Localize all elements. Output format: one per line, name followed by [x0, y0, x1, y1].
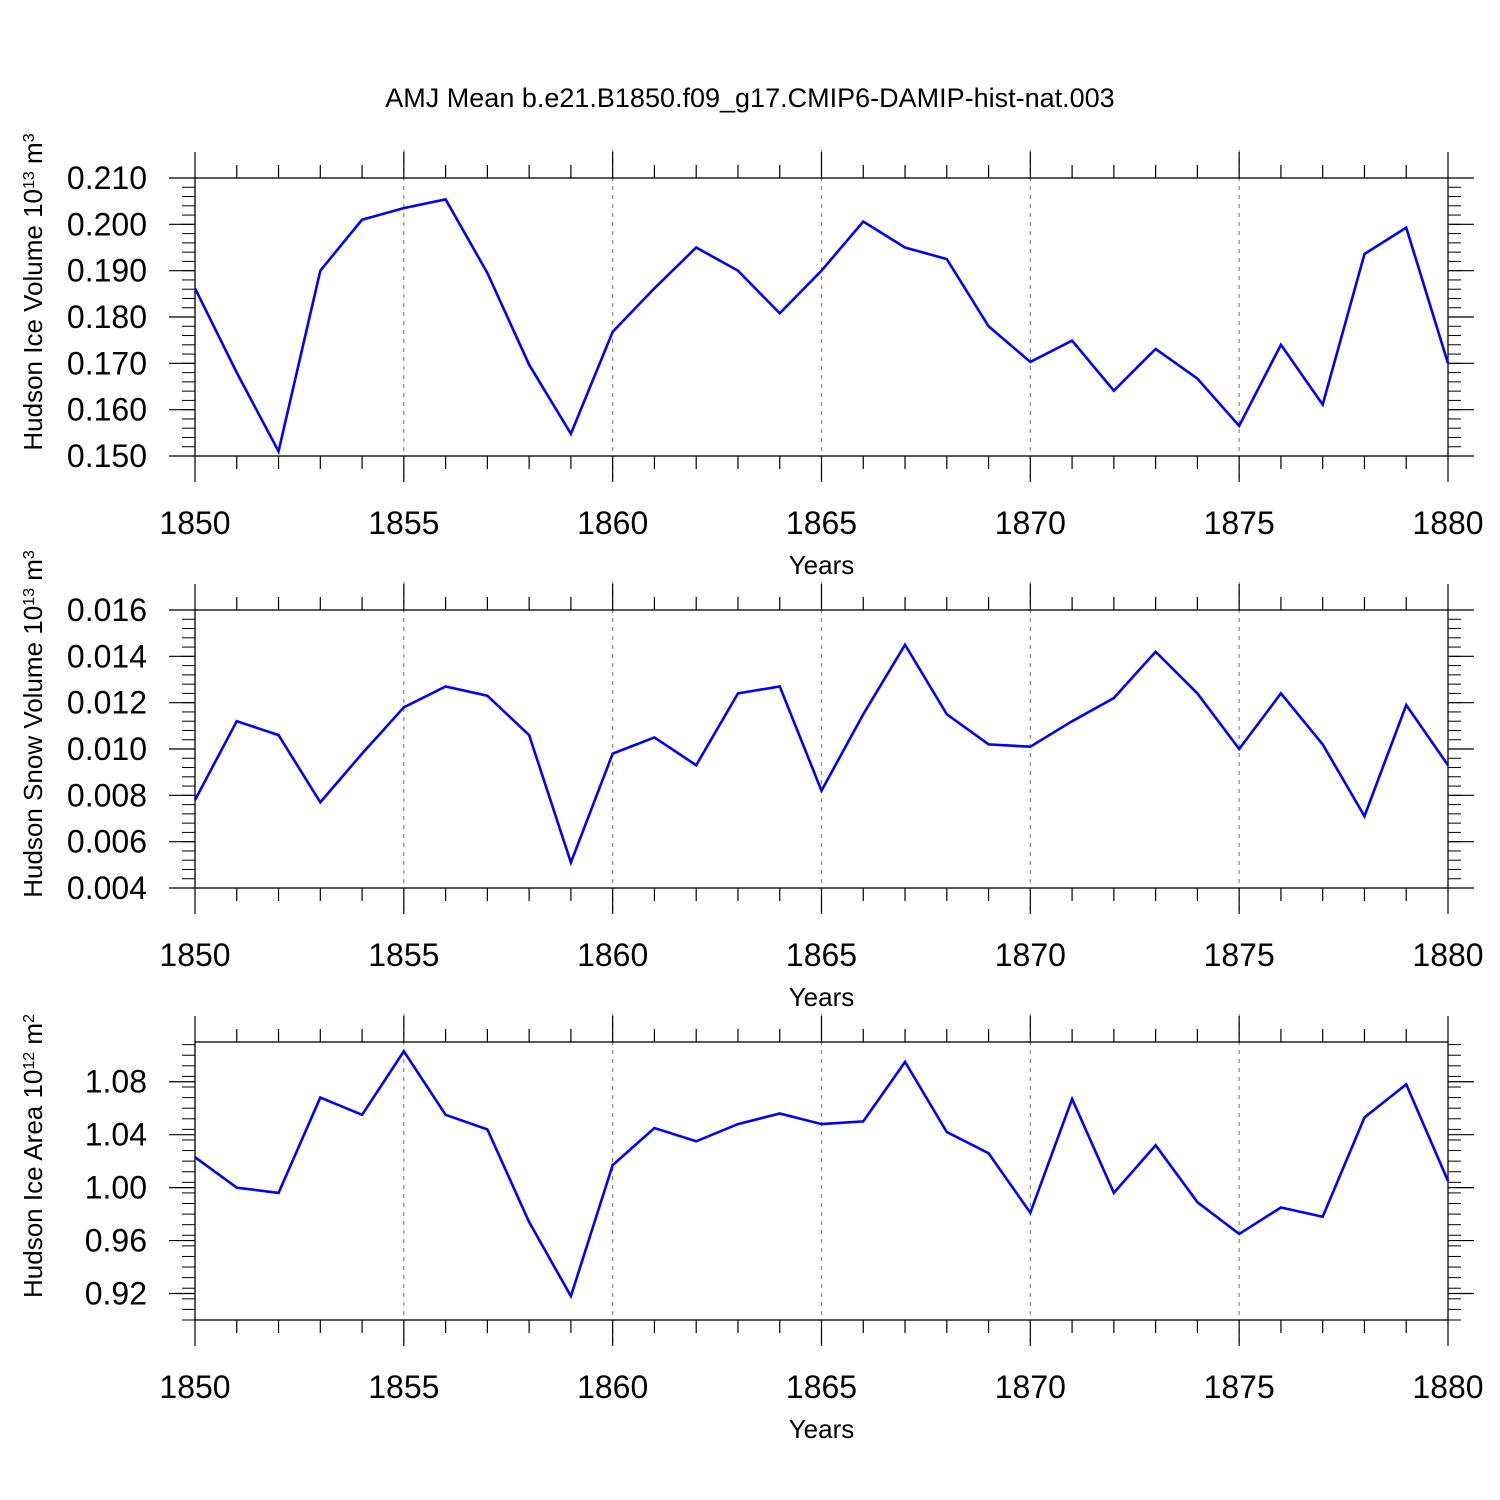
y-tick-label: 0.014 — [67, 638, 147, 674]
x-tick-label: 1855 — [368, 1369, 439, 1405]
x-tick-label: 1850 — [159, 937, 230, 973]
x-tick-label: 1880 — [1412, 1369, 1483, 1405]
x-tick-label: 1875 — [1204, 505, 1275, 541]
y-tick-label: 0.006 — [67, 824, 147, 860]
y-axis-title-exponent: 13 — [21, 588, 38, 606]
y-tick-label: 1.00 — [85, 1170, 147, 1206]
y-tick-label: 0.016 — [67, 592, 147, 628]
y-axis-title-unit-exponent: 2 — [21, 1014, 38, 1023]
x-tick-label: 1880 — [1412, 505, 1483, 541]
y-axis-title: Hudson Ice Volume 1013 m3 — [18, 133, 48, 450]
x-tick-label: 1855 — [368, 937, 439, 973]
x-tick-label: 1875 — [1204, 1369, 1275, 1405]
x-tick-label: 1865 — [786, 505, 857, 541]
x-axis-title: Years — [789, 550, 855, 580]
x-axis-title: Years — [789, 1414, 855, 1444]
y-tick-label: 0.012 — [67, 685, 147, 721]
y-tick-label: 0.010 — [67, 731, 147, 767]
series-line — [194, 1048, 1450, 1300]
y-tick-label: 0.210 — [67, 160, 147, 196]
x-tick-label: 1870 — [995, 1369, 1066, 1405]
y-tick-label: 0.160 — [67, 392, 147, 428]
series-line — [193, 197, 1450, 456]
y-tick-label: 0.92 — [85, 1276, 147, 1312]
y-tick-label: 0.96 — [85, 1223, 147, 1259]
x-axis-title: Years — [789, 982, 855, 1012]
panel-3: 0.92 0.96 1.00 1.04 1.08 1850 1855 1860 1865 1870… — [18, 1014, 1484, 1444]
y-axis-title: Hudson Ice Area 1012 m2 — [18, 1014, 48, 1298]
y-axis-title-unit-exponent: 3 — [21, 550, 38, 559]
x-tick-label: 1860 — [577, 505, 648, 541]
y-tick-label: 0.170 — [67, 345, 147, 381]
series-line — [193, 642, 1450, 867]
y-tick-label: 0.200 — [67, 206, 147, 242]
x-tick-label: 1850 — [159, 1369, 230, 1405]
y-axis-title-unit: m — [18, 559, 48, 588]
y-tick-label: 0.150 — [67, 438, 147, 474]
x-tick-label: 1865 — [786, 1369, 857, 1405]
y-axis-title-exponent: 12 — [21, 1052, 38, 1070]
y-axis-title: Hudson Snow Volume 1013 m3 — [18, 550, 48, 898]
y-tick-label: 1.04 — [85, 1117, 147, 1153]
y-tick-label: 0.180 — [67, 299, 147, 335]
y-tick-label: 1.08 — [85, 1064, 147, 1100]
y-axis-title-text: Hudson Snow Volume 10 — [18, 606, 48, 898]
x-tick-label: 1855 — [368, 505, 439, 541]
figure-title: AMJ Mean b.e21.B1850.f09_g17.CMIP6-DAMIP… — [385, 83, 1114, 113]
panel-2: 0.004 0.006 0.008 0.010 0.012 0.014 0.016 1850 1… — [18, 550, 1484, 1012]
x-tick-label: 1875 — [1204, 937, 1275, 973]
y-axis-title-unit: m — [18, 142, 48, 171]
x-tick-label: 1880 — [1412, 937, 1483, 973]
x-tick-label: 1865 — [786, 937, 857, 973]
y-axis-title-text: Hudson Ice Volume 10 — [18, 189, 48, 451]
y-axis-title-exponent: 13 — [21, 171, 38, 189]
panel-1: 0.150 0.160 0.170 0.180 0.190 0.200 0.210 1850 1… — [18, 133, 1484, 580]
x-tick-label: 1870 — [995, 505, 1066, 541]
y-axis-title-unit: m — [18, 1023, 48, 1052]
y-axis-title-text: Hudson Ice Area 10 — [18, 1070, 48, 1298]
x-tick-label: 1850 — [159, 505, 230, 541]
x-tick-label: 1860 — [577, 937, 648, 973]
y-axis-title-unit-exponent: 3 — [21, 133, 38, 142]
y-tick-label: 0.008 — [67, 777, 147, 813]
x-tick-label: 1870 — [995, 937, 1066, 973]
x-tick-label: 1860 — [577, 1369, 648, 1405]
y-tick-label: 0.004 — [67, 870, 147, 906]
y-tick-label: 0.190 — [67, 253, 147, 289]
